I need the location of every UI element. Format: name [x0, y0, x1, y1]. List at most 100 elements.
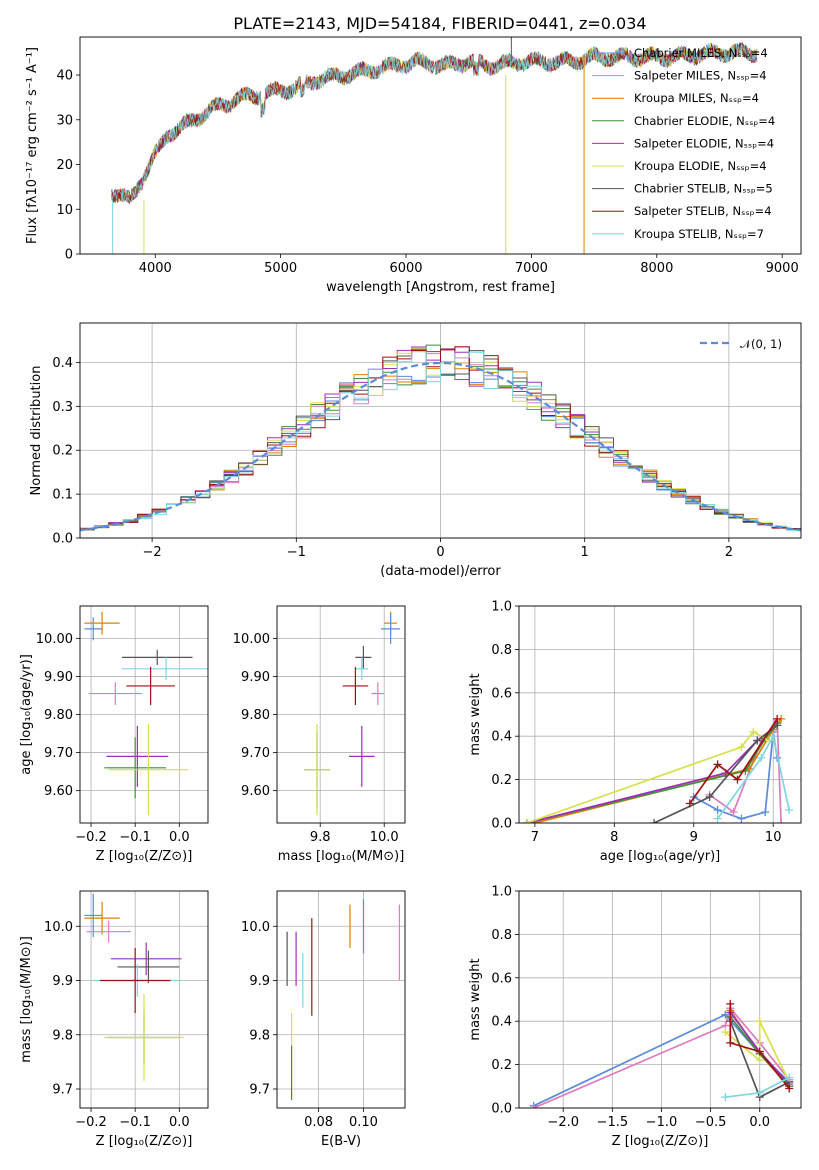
- plot-area: [80, 344, 801, 532]
- legend: Chabrier MILES, Nₛₛₚ=4 Salpeter MILES, Nₛ…: [592, 46, 775, 241]
- y-tick-label: 9.7: [249, 1083, 270, 1098]
- panel-mass-weight-vs-Z: −2.0 −1.5 −1.0 −0.5 0.0 0.0 0.2 0.4 0.6 0.8 1.0 Z […: [468, 885, 802, 1149]
- y-tick-label: 0.4: [491, 1015, 512, 1030]
- y-axis-label: mass [log₁₀(M/M⊙)]: [19, 936, 34, 1063]
- mass-weight-marker: [777, 819, 786, 823]
- mass-weight-marker: [785, 805, 794, 814]
- y-tick-label: 0.1: [52, 488, 73, 503]
- y-tick-label: 9.80: [241, 708, 270, 723]
- x-tick-label: −2.0: [547, 1115, 579, 1130]
- mass-weight-marker: [733, 775, 742, 784]
- x-tick-label: 8: [610, 830, 618, 845]
- axes-frame: [79, 605, 209, 824]
- mass-weight-marker: [713, 805, 722, 814]
- x-tick-label: 2: [725, 545, 733, 560]
- errorbar-point: [99, 947, 171, 1014]
- x-tick-label: −0.1: [119, 830, 151, 845]
- y-tick-label: 20: [56, 158, 73, 173]
- mass-weight-marker: [713, 760, 722, 769]
- x-tick-label: 7000: [515, 261, 548, 276]
- errorbar-point: [121, 649, 193, 666]
- spectrum-series-line: [110, 43, 758, 203]
- plot-area: [286, 899, 400, 1100]
- plot-area: [84, 893, 184, 1081]
- y-tick-label: 0.2: [491, 1058, 512, 1073]
- x-tick-label: −1: [287, 545, 306, 560]
- legend-entry: Kroupa STELIB, Nₛₛₚ=7: [634, 227, 764, 241]
- plot-area: [529, 999, 794, 1108]
- mass-weight-marker: [713, 814, 722, 823]
- y-tick-label: 10.0: [44, 920, 73, 935]
- x-axis-label: Z [log₁₀(Z/Z⊙)]: [96, 849, 193, 864]
- y-tick-label: 9.60: [44, 784, 73, 799]
- mass-weight-marker: [761, 808, 770, 817]
- y-tick-label: 30: [56, 113, 73, 128]
- errorbar-point: [355, 645, 372, 669]
- errorbar-point: [371, 682, 385, 705]
- gaussian-curve: [80, 361, 801, 532]
- y-tick-label: 9.90: [241, 670, 270, 685]
- y-tick-label: 40: [56, 69, 73, 84]
- grid-lines: [80, 606, 208, 823]
- x-axis-label: wavelength [Angstrom, rest frame]: [326, 280, 555, 295]
- x-tick-label: 0.0: [169, 1115, 190, 1130]
- axes-frame: [79, 36, 802, 255]
- errorbar-point: [121, 657, 208, 681]
- legend-entry: Salpeter STELIB, Nₛₛₚ=4: [634, 204, 772, 218]
- y-tick-label: 10.0: [241, 920, 270, 935]
- x-tick-label: 10: [765, 830, 782, 845]
- axes-frame: [79, 322, 802, 539]
- mass-weight-marker: [729, 808, 738, 817]
- mass-weight-marker: [737, 743, 746, 752]
- x-tick-label: −0.2: [75, 1115, 107, 1130]
- x-axis-label: (data-model)/error: [380, 564, 501, 579]
- errorbar-point: [126, 666, 175, 705]
- mass-weight-line: [689, 718, 778, 804]
- errorbar-point: [84, 901, 120, 935]
- mass-weight-line: [526, 722, 778, 823]
- y-tick-label: 9.9: [52, 974, 73, 989]
- panel-residuals: −2 −1 0 1 2 0.0 0.1 0.2 0.3 0.4 (data-model)/error…: [29, 322, 802, 579]
- panel-spectrum: 4000 5000 6000 7000 8000 9000 0 10 20 30 40 wavelen…: [25, 36, 802, 295]
- y-tick-label: 0.3: [52, 400, 73, 415]
- plot-area: [522, 714, 794, 823]
- x-axis-label: Z [log₁₀(Z/Z⊙)]: [96, 1134, 193, 1149]
- x-tick-label: 8000: [640, 261, 673, 276]
- figure-title: PLATE=2143, MJD=54184, FIBERID=0441, z=0…: [233, 14, 646, 33]
- mass-weight-marker: [757, 753, 766, 762]
- mass-weight-line: [526, 724, 778, 823]
- errorbar-point: [304, 724, 330, 816]
- x-tick-label: 7: [531, 830, 539, 845]
- mass-weight-marker: [522, 819, 531, 823]
- grid-lines: [277, 606, 405, 823]
- mass-weight-marker: [721, 1093, 730, 1102]
- mass-weight-marker: [785, 1073, 794, 1082]
- mass-weight-marker: [721, 1028, 730, 1037]
- legend-entry: 𝒩(0, 1): [740, 337, 782, 351]
- axes-frame: [518, 890, 802, 1109]
- histogram-step: [80, 346, 801, 530]
- mass-weight-line: [526, 730, 770, 823]
- y-tick-label: 1.0: [491, 600, 512, 615]
- legend-entry: Chabrier ELODIE, Nₛₛₚ=4: [634, 114, 775, 128]
- errorbar-point: [86, 920, 131, 943]
- errorbar-point: [84, 611, 120, 635]
- errorbar-point: [110, 942, 182, 976]
- x-tick-label: −2: [143, 545, 162, 560]
- y-tick-label: 9.70: [241, 746, 270, 761]
- axes-frame: [79, 890, 209, 1109]
- y-tick-label: 9.90: [44, 670, 73, 685]
- mass-weight-marker: [529, 1104, 538, 1108]
- errorbar-point: [104, 994, 184, 1081]
- mass-weight-marker: [755, 1088, 764, 1097]
- errorbar-point: [355, 657, 369, 681]
- x-tick-label: 10.0: [370, 830, 399, 845]
- y-tick-label: 9.80: [44, 708, 73, 723]
- y-tick-label: 9.7: [52, 1083, 73, 1098]
- errorbar-point: [342, 666, 369, 705]
- legend-entry: Chabrier STELIB, Nₛₛₚ=5: [634, 182, 773, 196]
- x-tick-label: 0.08: [304, 1115, 333, 1130]
- panel-mass-vs-EBV: 0.08 0.10 9.7 9.8 9.9 10.0 E(B-V): [241, 890, 406, 1149]
- y-tick-label: 0.8: [491, 643, 512, 658]
